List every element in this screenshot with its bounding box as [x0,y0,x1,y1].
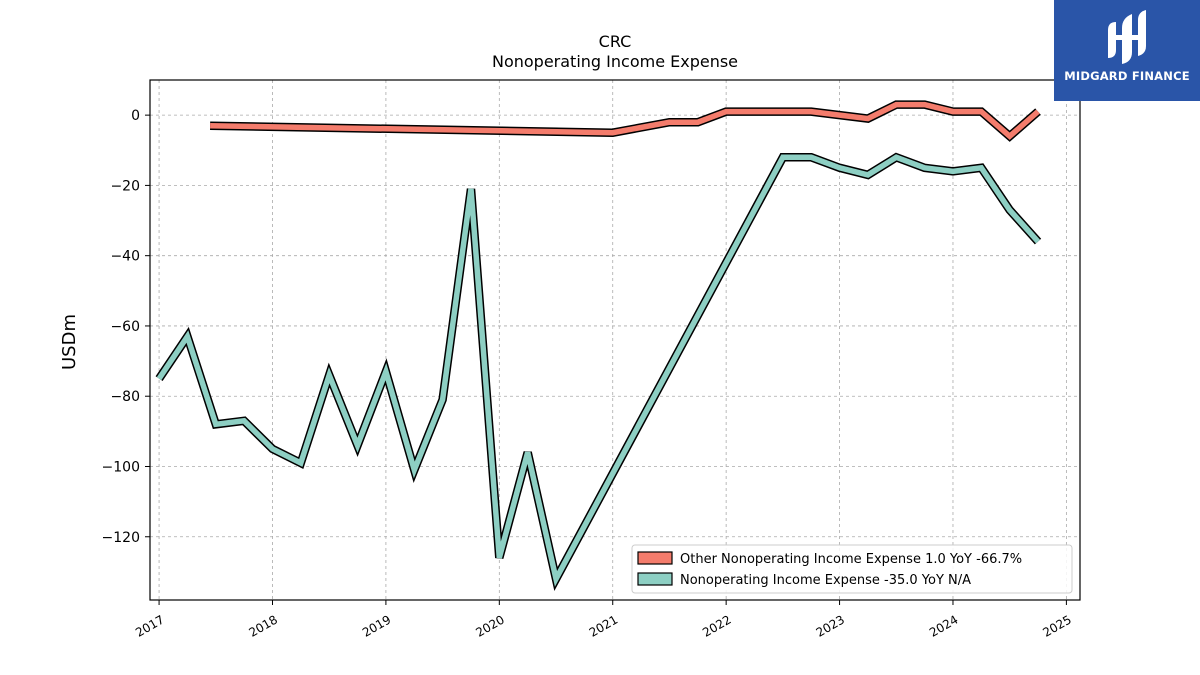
grid-lines [150,80,1080,600]
chart-title: CRC [599,32,632,51]
x-tick-label: 2021 [587,612,620,639]
legend-swatch-other-nonoperating [637,551,673,565]
legend-label-nonoperating: Nonoperating Income Expense -35.0 YoY N/… [680,573,971,588]
y-tick-label: −120 [102,530,140,546]
y-tick-label: −100 [102,459,140,475]
x-tick-label: 2023 [814,612,847,639]
y-tick-label: −40 [110,249,140,265]
y-axis-ticks: 0 −20 −40 −60 −80 −100 −120 [102,108,150,546]
legend-swatch-nonoperating [637,572,673,586]
y-axis-label: USDm [59,314,80,370]
x-tick-label: 2018 [247,612,280,639]
plot-frame [149,79,1081,601]
series-lines [155,100,1042,591]
chart-subtitle: Nonoperating Income Expense [492,52,738,71]
x-tick-label: 2020 [473,612,506,639]
y-tick-label: −60 [110,319,140,335]
y-tick-label: 0 [131,108,140,124]
x-tick-label: 2019 [360,612,393,639]
x-tick-label: 2025 [1040,612,1073,639]
series-line-0 [210,101,1040,140]
series-outline-1 [155,152,1042,591]
legend-box [631,544,1073,594]
x-axis-ticks: 2017 2018 2019 2020 2021 2022 2023 2024 2025 [133,600,1074,640]
brand-name: MIDGARD FINANCE [1064,69,1190,83]
x-tick-label: 2024 [927,612,960,639]
y-tick-label: −80 [110,389,140,405]
series-line-1 [156,154,1041,587]
legend: Other Nonoperating Income Expense 1.0 Yo… [631,544,1073,594]
legend-label-other-nonoperating: Other Nonoperating Income Expense 1.0 Yo… [680,552,1022,567]
y-tick-label: −20 [110,178,140,194]
x-tick-label: 2017 [133,612,166,639]
brand-logo: MIDGARD FINANCE [1054,0,1200,101]
x-tick-label: 2022 [700,612,733,639]
brand-mark-icon [1108,10,1146,64]
